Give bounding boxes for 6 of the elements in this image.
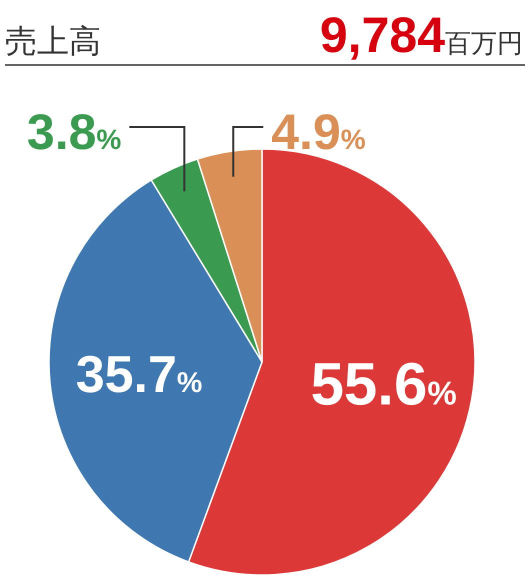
data-label: 3.8% <box>26 104 122 160</box>
chart-subtitle: 9,784百万円 <box>320 7 523 63</box>
chart-title: 売上高 <box>5 23 101 59</box>
data-label: 55.6% <box>310 350 457 418</box>
data-label: 35.7% <box>76 346 202 404</box>
data-label: 4.9% <box>271 104 366 160</box>
